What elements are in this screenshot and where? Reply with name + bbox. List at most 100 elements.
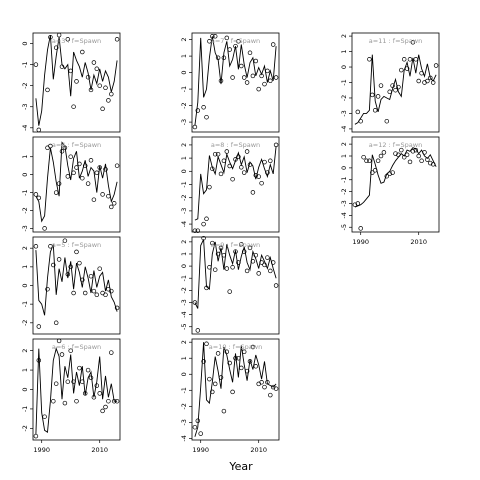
observed-point xyxy=(247,162,253,167)
observed-point xyxy=(241,249,247,254)
y-tick-label: -2 xyxy=(21,320,29,326)
observed-point xyxy=(404,152,410,158)
observed-point xyxy=(410,149,416,154)
observed-point xyxy=(100,408,105,414)
observed-point xyxy=(404,66,410,71)
observed-point xyxy=(247,50,253,56)
observed-point xyxy=(97,266,102,271)
observed-point xyxy=(399,147,404,153)
observed-point xyxy=(33,62,39,67)
observed-point xyxy=(36,324,42,329)
y-tick-label: 1 xyxy=(340,49,348,53)
observed-point xyxy=(262,159,267,165)
observed-point xyxy=(82,391,88,396)
observed-point xyxy=(273,386,279,391)
observed-point xyxy=(253,58,259,64)
observed-point xyxy=(33,192,39,197)
observed-point xyxy=(221,55,227,61)
observed-point xyxy=(262,81,267,87)
observed-point xyxy=(265,380,270,385)
fitted-line xyxy=(35,141,118,223)
observed-point xyxy=(233,157,238,162)
observed-point xyxy=(77,260,82,266)
panel-2: -3 -2 -1 0 1 a=4 : f=Spawn xyxy=(21,136,121,233)
observed-point xyxy=(51,262,56,268)
observed-point xyxy=(114,305,120,311)
observed-point xyxy=(114,398,120,404)
observed-point xyxy=(244,368,250,374)
panel-label: a=6 : f=Spawn xyxy=(52,343,101,351)
panel-frame xyxy=(32,136,121,233)
observed-point xyxy=(259,180,264,186)
y-tick-label: -2 xyxy=(180,102,188,108)
observed-point xyxy=(48,244,53,249)
observed-point xyxy=(204,216,209,222)
observed-point xyxy=(59,352,65,357)
observed-point xyxy=(399,67,404,73)
observed-point xyxy=(77,365,82,371)
observed-point xyxy=(422,150,427,155)
observed-point xyxy=(218,171,224,177)
observed-point xyxy=(88,158,94,163)
y-tick-label: 0 xyxy=(340,166,348,170)
observed-point xyxy=(230,389,235,395)
observed-point xyxy=(91,60,97,65)
y-tick-label: -3 xyxy=(21,103,29,109)
observed-point xyxy=(56,257,62,262)
observed-point xyxy=(36,195,42,201)
observed-point xyxy=(109,288,114,294)
observed-point xyxy=(106,193,111,199)
observed-point xyxy=(381,150,387,155)
observed-point xyxy=(212,34,218,39)
y-tick-label: -3 xyxy=(21,225,29,231)
observed-point xyxy=(372,168,378,173)
observed-point xyxy=(241,75,247,80)
observed-point xyxy=(48,34,53,40)
observed-point xyxy=(428,75,433,81)
panel-label: a=7 : f=Spawn xyxy=(211,37,260,45)
observed-point xyxy=(230,75,235,80)
observed-point xyxy=(372,108,378,113)
observed-point xyxy=(71,290,76,296)
observed-point xyxy=(59,149,65,154)
observed-point xyxy=(45,286,50,292)
fitted-line xyxy=(194,36,277,126)
observed-point xyxy=(396,152,401,158)
y-tick-label: -1 xyxy=(340,177,348,183)
y-tick-label: -3 xyxy=(340,200,348,206)
observed-point xyxy=(195,418,201,424)
observed-point xyxy=(48,143,53,149)
observed-point xyxy=(97,391,102,396)
observed-point xyxy=(218,375,224,380)
observed-point xyxy=(106,98,111,103)
observed-point xyxy=(358,226,363,231)
observed-point xyxy=(192,124,198,130)
y-tick-label: -1 xyxy=(340,79,348,85)
fitted-line xyxy=(354,54,437,125)
observed-point xyxy=(53,190,59,195)
panel-frame xyxy=(351,136,440,233)
observed-point xyxy=(250,259,256,264)
observed-point xyxy=(80,49,85,55)
observed-point xyxy=(410,40,416,45)
observed-point xyxy=(361,154,366,160)
y-tick-label: -2 xyxy=(340,95,348,101)
observed-point xyxy=(204,285,209,291)
observed-point xyxy=(68,68,73,74)
panel-frame xyxy=(191,32,280,133)
observed-point xyxy=(68,348,73,353)
x-tick-label: 2010 xyxy=(250,446,267,454)
observed-point xyxy=(114,37,120,42)
observed-point xyxy=(198,431,203,436)
observed-point xyxy=(195,228,201,233)
observed-point xyxy=(212,267,218,272)
y-tick-label: -2 xyxy=(180,403,188,409)
y-tick-label: -5 xyxy=(180,323,188,329)
observed-point xyxy=(74,79,79,84)
observed-point xyxy=(413,147,419,153)
observed-point xyxy=(419,70,424,76)
y-tick-label: -3 xyxy=(180,119,188,125)
y-tick-label: 0 xyxy=(21,283,29,287)
panel-10: -5 -4 -3 -2 -1 0 1 2 1990 2010 a=12 : f=Spawn xyxy=(340,136,440,246)
